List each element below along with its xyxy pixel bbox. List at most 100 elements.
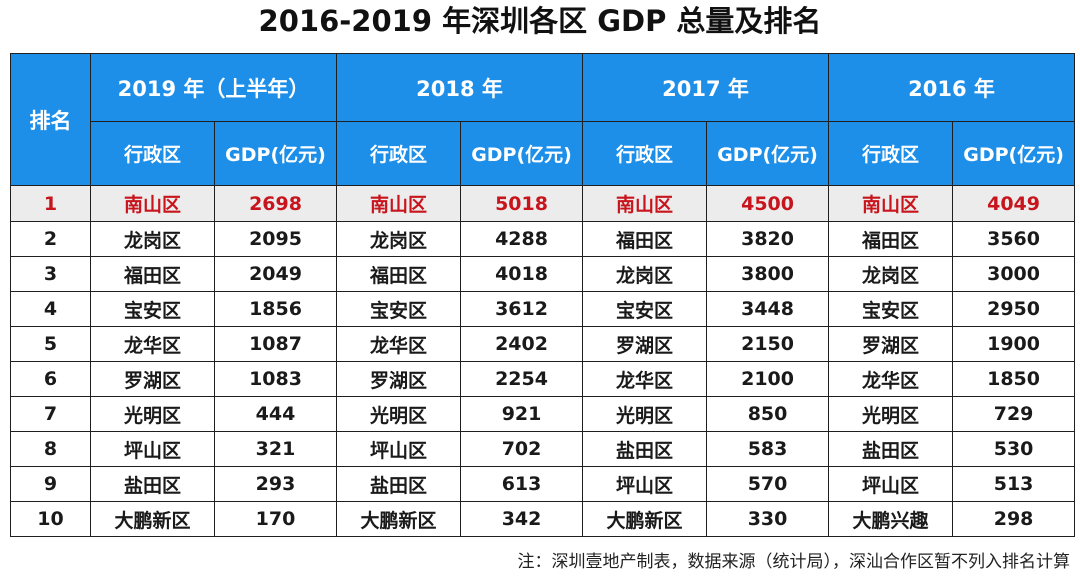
district-cell: 盐田区: [828, 431, 954, 467]
district-cell: 盐田区: [90, 466, 215, 502]
gdp-cell: 3448: [706, 291, 830, 327]
district-cell: 福田区: [90, 256, 215, 292]
district-cell: 龙华区: [828, 361, 954, 397]
gdp-cell: 1087: [213, 326, 338, 362]
gdp-cell: 702: [460, 431, 584, 467]
gdp-cell: 342: [460, 501, 584, 537]
table-row: 5 龙华区 1087 龙华区 2402 罗湖区 2150 罗湖区 1900: [10, 326, 1076, 362]
gdp-cell: 583: [706, 431, 830, 467]
rank-header: 排名: [10, 53, 91, 186]
district-cell: 龙华区: [90, 326, 215, 362]
page-title: 2016-2019 年深圳各区 GDP 总量及排名: [258, 4, 822, 38]
gdp-cell: 3000: [952, 256, 1076, 292]
gdp-cell: 321: [213, 431, 338, 467]
district-cell: 宝安区: [90, 291, 215, 327]
rank-cell: 3: [10, 256, 91, 292]
district-cell: 宝安区: [828, 291, 954, 327]
gdp-cell: 2095: [213, 221, 338, 257]
rank-cell: 6: [10, 361, 91, 397]
district-cell: 光明区: [582, 396, 708, 432]
gdp-cell: 4018: [460, 256, 584, 292]
table-body: 1 南山区 2698 南山区 5018 南山区 4500 南山区 4049 2 龙岗区 2095 龙岗区…: [10, 185, 1076, 537]
district-cell: 盐田区: [582, 431, 708, 467]
gdp-cell: 1083: [213, 361, 338, 397]
district-cell: 盐田区: [336, 466, 462, 502]
district-cell: 龙华区: [582, 361, 708, 397]
table-row: 2 龙岗区 2095 龙岗区 4288 福田区 3820 福田区 3560: [10, 221, 1076, 257]
gdp-cell: 3560: [952, 221, 1076, 257]
gdp-cell: 2950: [952, 291, 1076, 327]
year-header-2017: 2017 年: [582, 53, 830, 122]
district-cell: 宝安区: [582, 291, 708, 327]
gdp-cell: 3800: [706, 256, 830, 292]
rank-cell: 1: [10, 185, 91, 222]
rank-cell: 5: [10, 326, 91, 362]
gdp-cell: 2150: [706, 326, 830, 362]
rank-cell: 10: [10, 501, 91, 537]
gdp-cell: 2402: [460, 326, 584, 362]
gdp-cell: 170: [213, 501, 338, 537]
table-row: 4 宝安区 1856 宝安区 3612 宝安区 3448 宝安区 2950: [10, 291, 1076, 327]
gdp-header: GDP(亿元): [460, 121, 584, 186]
district-cell: 坪山区: [582, 466, 708, 502]
gdp-cell: 1900: [952, 326, 1076, 362]
district-cell: 南山区: [90, 185, 215, 222]
gdp-cell: 330: [706, 501, 830, 537]
district-header: 行政区: [90, 121, 215, 186]
district-cell: 宝安区: [336, 291, 462, 327]
gdp-cell: 921: [460, 396, 584, 432]
gdp-cell: 3820: [706, 221, 830, 257]
district-cell: 光明区: [828, 396, 954, 432]
district-header: 行政区: [828, 121, 954, 186]
district-cell: 南山区: [582, 185, 708, 222]
gdp-ranking-table: 排名 2019 年（上半年） 2018 年 2017 年 2016 年 行政区 …: [10, 53, 1076, 537]
district-cell: 大鹏兴趣: [828, 501, 954, 537]
gdp-cell: 2100: [706, 361, 830, 397]
gdp-cell: 298: [952, 501, 1076, 537]
gdp-cell: 4049: [952, 185, 1076, 222]
gdp-cell: 444: [213, 396, 338, 432]
gdp-header: GDP(亿元): [706, 121, 830, 186]
table-row: 1 南山区 2698 南山区 5018 南山区 4500 南山区 4049: [10, 185, 1076, 222]
table-row: 3 福田区 2049 福田区 4018 龙岗区 3800 龙岗区 3000: [10, 256, 1076, 292]
district-cell: 光明区: [336, 396, 462, 432]
district-cell: 坪山区: [90, 431, 215, 467]
rank-cell: 8: [10, 431, 91, 467]
gdp-cell: 4500: [706, 185, 830, 222]
district-cell: 光明区: [90, 396, 215, 432]
rank-cell: 4: [10, 291, 91, 327]
district-cell: 大鹏新区: [90, 501, 215, 537]
district-cell: 罗湖区: [828, 326, 954, 362]
gdp-cell: 613: [460, 466, 584, 502]
district-cell: 罗湖区: [582, 326, 708, 362]
district-cell: 大鹏新区: [582, 501, 708, 537]
district-cell: 龙岗区: [90, 221, 215, 257]
rank-cell: 9: [10, 466, 91, 502]
rank-cell: 2: [10, 221, 91, 257]
district-header: 行政区: [336, 121, 462, 186]
rank-cell: 7: [10, 396, 91, 432]
gdp-header: GDP(亿元): [213, 121, 338, 186]
gdp-cell: 293: [213, 466, 338, 502]
gdp-cell: 530: [952, 431, 1076, 467]
district-header: 行政区: [582, 121, 708, 186]
table-row: 9 盐田区 293 盐田区 613 坪山区 570 坪山区 513: [10, 466, 1076, 502]
district-cell: 罗湖区: [336, 361, 462, 397]
gdp-cell: 3612: [460, 291, 584, 327]
gdp-cell: 2049: [213, 256, 338, 292]
gdp-header: GDP(亿元): [952, 121, 1076, 186]
gdp-cell: 1856: [213, 291, 338, 327]
year-header-2016: 2016 年: [828, 53, 1076, 122]
gdp-cell: 729: [952, 396, 1076, 432]
footnote: 注：深圳壹地产制表，数据来源（统计局），深汕合作区暂不列入排名计算: [517, 552, 1071, 572]
district-cell: 福田区: [828, 221, 954, 257]
district-cell: 福田区: [582, 221, 708, 257]
gdp-cell: 2254: [460, 361, 584, 397]
gdp-cell: 850: [706, 396, 830, 432]
district-cell: 龙岗区: [582, 256, 708, 292]
district-cell: 大鹏新区: [336, 501, 462, 537]
year-header-2018: 2018 年: [336, 53, 584, 122]
district-cell: 龙岗区: [828, 256, 954, 292]
table-row: 8 坪山区 321 坪山区 702 盐田区 583 盐田区 530: [10, 431, 1076, 467]
gdp-cell: 513: [952, 466, 1076, 502]
